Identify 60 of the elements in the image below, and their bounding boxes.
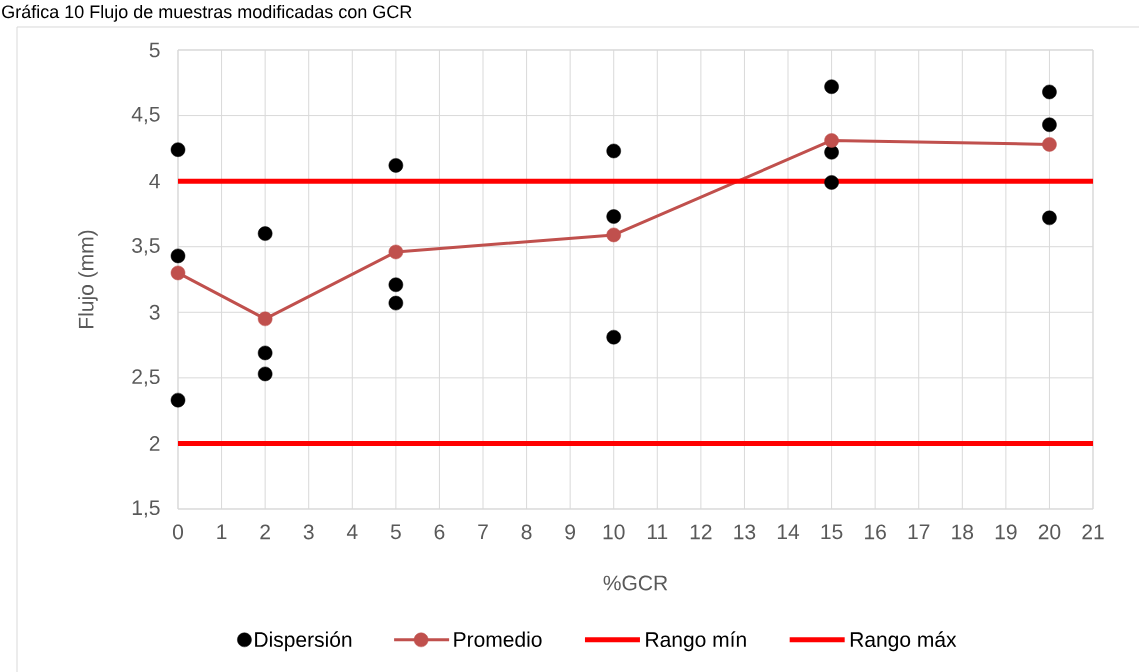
- point: [257, 366, 273, 382]
- point: [824, 133, 839, 148]
- x-tick-label: 20: [1038, 524, 1061, 540]
- x-tick-label: 19: [995, 524, 1017, 540]
- point: [257, 345, 273, 361]
- point: [388, 244, 404, 260]
- point: [606, 329, 621, 345]
- x-tick-label: 4: [346, 524, 358, 539]
- point: [170, 392, 186, 408]
- y-axis-title: Flujo (mm): [78, 230, 98, 328]
- x-tick-label: 11: [647, 524, 668, 539]
- point: [170, 142, 186, 157]
- x-tick-label: 3: [303, 524, 314, 540]
- point: [170, 248, 186, 264]
- x-tick-label: 18: [952, 524, 974, 540]
- y-tick-label: 4: [149, 173, 160, 189]
- y-tick-label: 5: [149, 42, 160, 58]
- chart-title: Gráfica 10 Flujo de muestras modificadas con GCR: [2, 4, 412, 22]
- x-tick-label: 21: [1082, 524, 1104, 540]
- point: [606, 143, 621, 159]
- point: [257, 226, 273, 241]
- point: [388, 277, 404, 292]
- x-tick-label: 10: [603, 524, 625, 540]
- point: [1042, 210, 1057, 226]
- point: [170, 265, 186, 281]
- point: [388, 158, 404, 173]
- x-tick-label: 0: [172, 524, 184, 540]
- point: [1042, 117, 1057, 132]
- x-tick-label: 6: [434, 524, 445, 540]
- legend-label: Rango mín: [646, 631, 746, 652]
- point: [1042, 137, 1057, 152]
- y-tick-label: 2,5: [132, 369, 160, 387]
- x-tick-label: 2: [260, 524, 270, 540]
- legend-label: Dispersión: [255, 631, 352, 652]
- point: [824, 79, 839, 94]
- point: [388, 295, 404, 311]
- x-tick-label: 8: [521, 524, 532, 540]
- y-tick-label: 3: [149, 304, 160, 320]
- point: [824, 175, 839, 190]
- legend-label: Promedio: [454, 631, 542, 647]
- x-tick-label: 1: [217, 524, 227, 539]
- x-tick-label: 14: [777, 524, 800, 539]
- x-tick-label: 9: [565, 524, 575, 540]
- y-tick-label: 3,5: [132, 238, 160, 256]
- x-tick-label: 12: [690, 524, 712, 540]
- point: [1042, 84, 1057, 100]
- y-tick-label: 4,5: [131, 106, 160, 125]
- x-tick-label: 13: [734, 524, 756, 540]
- x-tick-label: 7: [478, 524, 488, 539]
- x-axis-title: %GCR: [603, 575, 668, 591]
- point: [606, 209, 621, 224]
- point: [606, 227, 621, 243]
- x-tick-label: 17: [908, 524, 930, 539]
- x-tick-label: 16: [865, 524, 886, 540]
- y-tick-label: 1,5: [132, 500, 160, 518]
- x-tick-label: 5: [390, 524, 401, 540]
- legend-label: Rango máx: [850, 631, 957, 652]
- y-tick-label: 2: [149, 436, 160, 451]
- x-tick-label: 15: [821, 524, 843, 540]
- point: [257, 311, 273, 327]
